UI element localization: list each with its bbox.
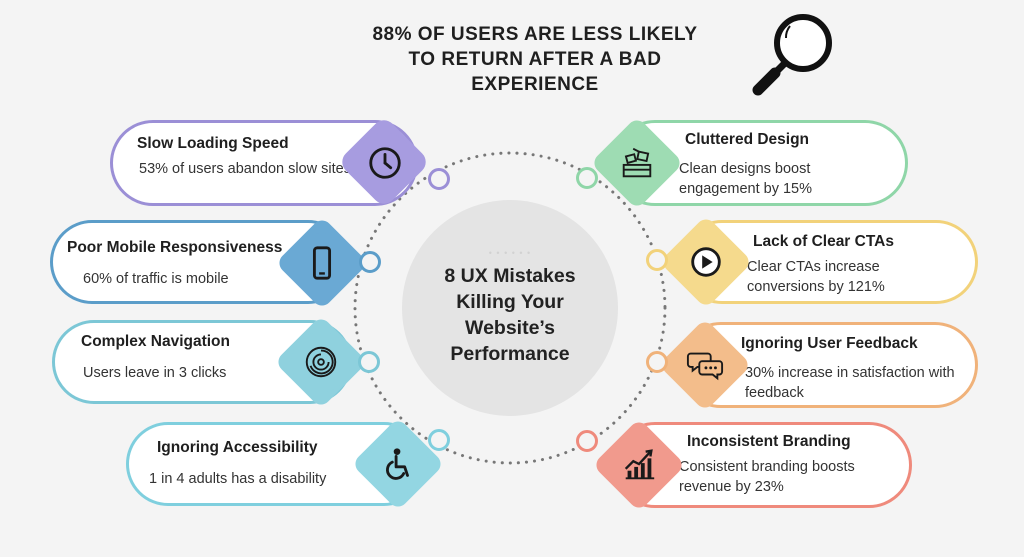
card-title: Inconsistent Branding xyxy=(687,433,851,450)
connector-node xyxy=(358,351,380,373)
connector-node xyxy=(428,429,450,451)
card-description: 53% of users abandon slow sites xyxy=(139,161,351,177)
wheelchair-badge xyxy=(368,434,428,494)
connector-node xyxy=(576,167,598,189)
play-button-badge xyxy=(676,232,736,292)
card-title: Ignoring User Feedback xyxy=(741,335,918,352)
connector-node xyxy=(646,351,668,373)
card-description: Consistent branding boosts revenue by 23… xyxy=(679,459,855,495)
center-title: 8 UX Mistakes Killing Your Website’s Per… xyxy=(420,263,600,367)
connector-node xyxy=(428,168,450,190)
card-description: 60% of traffic is mobile xyxy=(83,271,229,287)
card-title: Cluttered Design xyxy=(685,131,810,148)
connector-node xyxy=(359,251,381,273)
clock-icon xyxy=(369,147,401,179)
card-title: Slow Loading Speed xyxy=(137,135,289,152)
headline-line-3: EXPERIENCE xyxy=(471,74,599,95)
center-circle: • • • • • • 8 UX Mistakes Killing Your W… xyxy=(402,200,618,416)
headline: 88% OF USERS ARE LESS LIKELY TO RETURN A… xyxy=(330,22,740,97)
growth-chart-icon xyxy=(624,449,655,480)
card-title: Poor Mobile Responsiveness xyxy=(67,239,283,256)
maze-icon xyxy=(305,346,337,378)
card-description: Clear CTAs increase conversions by 121% xyxy=(747,259,885,295)
clock-badge xyxy=(355,133,415,193)
card-inconsistent-branding: Inconsistent Branding Consistent brandin… xyxy=(612,422,912,508)
chat-bubbles-icon xyxy=(686,352,724,381)
center-title-line-4: Performance xyxy=(450,343,570,365)
center-decoration: • • • • • • xyxy=(488,248,532,258)
cluttered-desk-icon xyxy=(622,147,652,178)
maze-badge xyxy=(291,332,351,392)
center-title-line-2: Killing Your xyxy=(456,291,564,313)
card-description: Users leave in 3 clicks xyxy=(83,365,227,381)
headline-line-1: 88% OF USERS ARE LESS LIKELY xyxy=(372,24,698,45)
smartphone-badge xyxy=(292,233,352,293)
center-title-line-3: Website’s xyxy=(465,317,555,339)
play-button-icon xyxy=(691,247,721,277)
card-title: Ignoring Accessibility xyxy=(157,439,318,456)
card-description: 1 in 4 adults has a disability xyxy=(149,471,327,487)
connector-node xyxy=(646,249,668,271)
card-title: Complex Navigation xyxy=(81,333,230,350)
headline-line-2: TO RETURN AFTER A BAD xyxy=(408,49,662,70)
card-description: 30% increase in satisfaction with feedba… xyxy=(745,365,955,401)
card-description: Clean designs boost engagement by 15% xyxy=(679,161,813,197)
chat-bubbles-badge xyxy=(675,335,735,395)
magnifying-glass-icon xyxy=(752,14,832,96)
cluttered-desk-badge xyxy=(607,133,667,193)
card-ignoring-accessibility: Ignoring Accessibility 1 in 4 adults has… xyxy=(126,422,426,506)
growth-chart-badge xyxy=(609,435,669,495)
center-title-line-1: 8 UX Mistakes xyxy=(444,265,576,287)
card-title: Lack of Clear CTAs xyxy=(753,233,894,250)
wheelchair-icon xyxy=(386,448,409,480)
smartphone-icon xyxy=(312,246,332,280)
connector-node xyxy=(576,430,598,452)
